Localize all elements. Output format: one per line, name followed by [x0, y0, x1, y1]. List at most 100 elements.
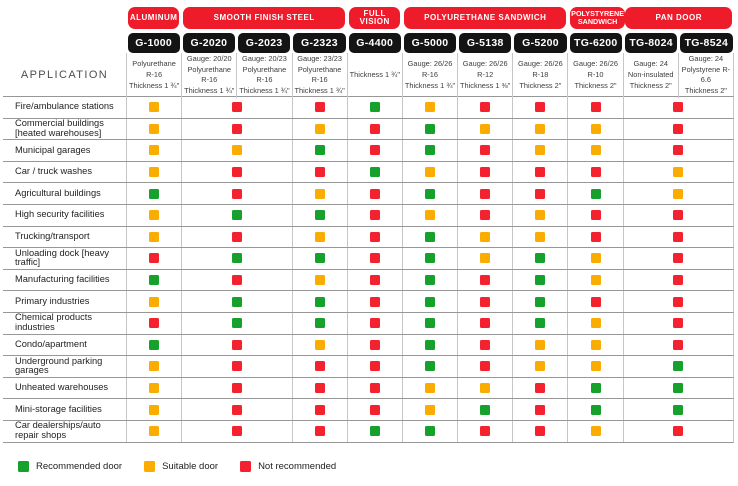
rating-cell: [346, 118, 402, 140]
legend: Recommended door Suitable door Not recomme…: [18, 461, 358, 472]
application-row-label: Manufacturing facilities: [15, 274, 110, 285]
rating-square-not-recommended: [480, 339, 491, 350]
rating-cell: [401, 312, 457, 334]
rating-square-recommended: [231, 296, 242, 307]
spec-line: Gauge: 23/23: [297, 54, 343, 63]
rating-square-suitable: [424, 102, 435, 113]
rating-cell: [457, 377, 512, 399]
spec-line: Thickness 1 ¾": [404, 80, 456, 90]
rating-cell: [181, 204, 291, 226]
rating-square-recommended: [314, 253, 325, 264]
rating-square-recommended: [369, 426, 380, 437]
table-row: Car dealerships/auto repair shops: [3, 421, 734, 443]
rating-cell: [567, 140, 622, 161]
spec-line: Polystyrene R-6.6: [681, 64, 731, 85]
table-row: Condo/apartment: [3, 334, 734, 357]
rating-cell: [346, 312, 402, 334]
spec-line: Gauge: 24: [688, 54, 724, 63]
rating-cell: [126, 334, 181, 356]
rating-square-not-recommended: [231, 361, 242, 372]
model-spec: Gauge: 24 Non-insulated Thickness 2": [622, 53, 678, 98]
rating-square-not-recommended: [480, 102, 491, 113]
rating-cell: [622, 118, 733, 140]
model-row: G-1000 G-2020 G-2023 G-2323 G-4400 G-5000 G-51…: [3, 33, 734, 53]
rating-cell: [457, 291, 512, 312]
model-pill: G-2323: [293, 33, 346, 53]
rating-cell: [181, 420, 291, 442]
rating-cell: [401, 204, 457, 226]
rating-cell: [181, 226, 291, 248]
rating-cell: [291, 161, 347, 183]
model-spec: Gauge: 26/26 R-16 Thickness 1 ¾": [401, 53, 457, 98]
rating-square-not-recommended: [369, 275, 380, 286]
rating-square-recommended: [424, 426, 435, 437]
spec-line: Thickness 2": [519, 80, 562, 90]
rating-square-suitable: [535, 210, 546, 221]
rating-cell: [457, 161, 512, 183]
spec-line: R-18: [532, 70, 549, 80]
rating-square-recommended: [149, 188, 160, 199]
rating-cell: [622, 420, 733, 442]
rating-cell: [346, 291, 402, 312]
rating-cell: [457, 204, 512, 226]
rating-square-not-recommended: [480, 275, 491, 286]
rating-square-suitable: [480, 253, 491, 264]
rating-cell: [401, 399, 457, 420]
rating-square-not-recommended: [480, 318, 491, 329]
model-pill: G-2023: [238, 33, 291, 53]
rating-square-suitable: [590, 123, 601, 134]
rating-square-recommended: [231, 210, 242, 221]
application-row-label: Municipal garages: [15, 144, 91, 155]
rating-cell: [567, 161, 622, 183]
spec-line: Polyurethane R-16: [187, 64, 232, 85]
spec-line: Polyurethane R-16: [132, 59, 176, 80]
rating-cell: [567, 269, 622, 291]
rating-cell: [346, 420, 402, 442]
model-spec: Gauge: 20/23 Polyurethane R-16 Thickness 1…: [236, 53, 291, 98]
category-cell: POLYSTYRENE SANDWICH: [568, 7, 626, 29]
model-spec: Gauge: 26/26 R-18 Thickness 2": [512, 53, 567, 98]
rating-cell: [181, 334, 291, 356]
rating-cell: [126, 356, 181, 377]
rating-square-recommended: [149, 275, 160, 286]
rating-cell: [622, 204, 733, 226]
rating-square-recommended: [424, 296, 435, 307]
model-pill: G-5000: [403, 33, 457, 53]
spec-line: R-10: [587, 70, 604, 80]
rating-cell: [622, 248, 733, 269]
rating-cell: [346, 140, 402, 161]
rating-cell: [622, 399, 733, 420]
rating-square-recommended: [424, 318, 435, 329]
table-row: Unloading dock [heavy traffic]: [3, 248, 734, 270]
rating-cell: [126, 97, 181, 118]
rating-cell: [401, 377, 457, 399]
rating-square-not-recommended: [231, 383, 242, 394]
rating-square-not-recommended: [369, 383, 380, 394]
category-row: ALUMINUM SMOOTH FINISH STEEL FULL VISION PO…: [3, 7, 734, 29]
rating-square-not-recommended: [314, 404, 325, 415]
rating-square-suitable: [149, 426, 160, 437]
rating-square-suitable: [231, 145, 242, 156]
application-header: APPLICATION: [20, 69, 109, 82]
rating-square-recommended: [424, 253, 435, 264]
rating-cell: [291, 399, 347, 420]
rating-square-suitable: [314, 188, 325, 199]
rating-square-suitable: [149, 296, 160, 307]
rating-square-suitable: [149, 102, 160, 113]
model-spec: Thickness 1 ¾": [346, 53, 402, 98]
rating-cell: [401, 291, 457, 312]
rating-square-recommended: [535, 253, 546, 264]
rating-cell: [457, 226, 512, 248]
model-pill: TG-8524: [680, 33, 733, 53]
rating-square-not-recommended: [673, 145, 684, 156]
rating-cell: [291, 420, 347, 442]
rating-square-not-recommended: [369, 339, 380, 350]
spec-line: Gauge: 20/20: [186, 54, 232, 63]
rating-cell: [567, 291, 622, 312]
rating-cell: [401, 334, 457, 356]
rating-cell: [346, 269, 402, 291]
rating-square-recommended: [149, 339, 160, 350]
model-spec: Polyurethane R-16 Thickness 1 ¾": [126, 53, 181, 98]
category-pill: SMOOTH FINISH STEEL: [183, 7, 346, 29]
rating-cell: [512, 204, 567, 226]
